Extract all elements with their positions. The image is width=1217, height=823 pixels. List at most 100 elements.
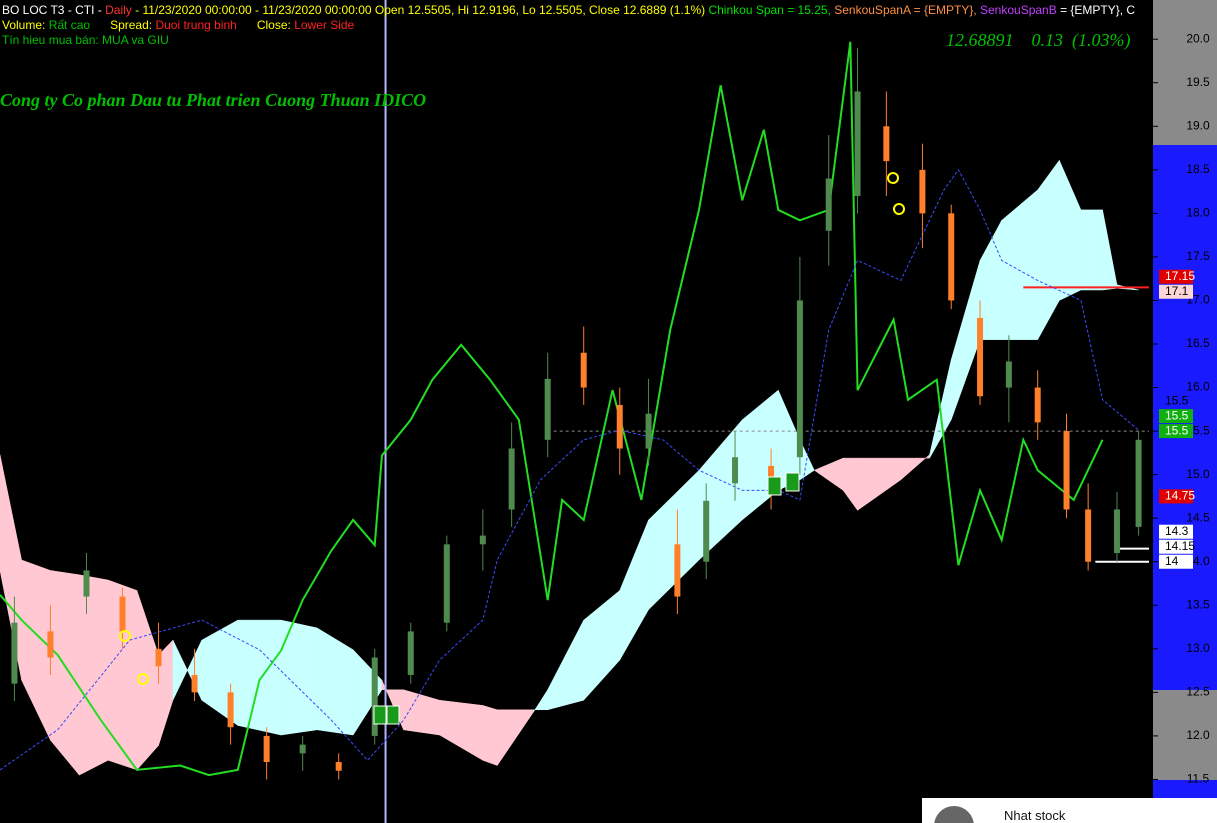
candle-body <box>263 735 270 763</box>
cloud-segment <box>619 519 649 662</box>
cloud-segment <box>900 454 930 481</box>
candle-body <box>299 744 306 754</box>
price-marker <box>1159 409 1193 424</box>
cloud-segment <box>583 589 620 701</box>
y-tick-label: 16.0 <box>1186 380 1210 394</box>
price-marker-label: 15.5 <box>1165 408 1189 422</box>
cloud-segment <box>79 574 109 776</box>
candle-body <box>335 762 342 771</box>
y-tick-label: 19.0 <box>1186 118 1210 132</box>
cloud-segment <box>857 457 902 511</box>
cloud-segment <box>403 689 440 736</box>
candle-body <box>674 544 681 597</box>
candle-body <box>1034 387 1041 423</box>
price-marker <box>1159 269 1193 284</box>
candle-body <box>155 648 162 667</box>
header-text: Tín hieu mua bán: MUA va GIU <box>2 33 169 47</box>
cloud-segment <box>648 469 700 611</box>
cloud-segment <box>21 559 51 741</box>
cloud-segment <box>1059 160 1082 301</box>
last-price: 12.68891 0.13 (1.03%) <box>946 30 1131 50</box>
candle-body <box>883 126 890 162</box>
candle-body <box>703 500 710 562</box>
header-text: Close: <box>236 18 295 32</box>
header: BO LOC T3 - CTI - Daily - 11/23/2020 00:… <box>2 3 1150 48</box>
header-text: Rất cao <box>48 18 91 32</box>
candle-body <box>977 317 984 397</box>
axis-panel-blue <box>1153 780 1217 800</box>
candle-body <box>191 674 198 693</box>
price-marker-label: 15.5 <box>1165 393 1189 407</box>
signal-circle <box>893 203 905 215</box>
cloud-segment <box>741 389 779 521</box>
y-tick-label: 17.5 <box>1186 249 1210 263</box>
buy-signal <box>767 476 782 496</box>
y-tick-label: 13.5 <box>1186 597 1210 611</box>
header-text: = {EMPTY}, C <box>1056 3 1136 17</box>
buy-signal <box>785 472 800 492</box>
buy-signal <box>386 705 400 725</box>
candle-body <box>732 457 739 484</box>
signals <box>119 172 905 725</box>
avatar <box>934 806 974 823</box>
candle-body <box>825 178 832 231</box>
cloud-segment <box>533 688 548 714</box>
header-line: Volume: Rất cao Spread: Duoi trung binh … <box>2 18 1150 33</box>
header-line: Tín hieu mua bán: MUA va GIU <box>2 33 1150 48</box>
cloud-segment <box>950 260 981 420</box>
candle-body <box>796 300 803 458</box>
y-tick-label: 12.0 <box>1186 728 1210 742</box>
candle-body <box>119 596 126 632</box>
candle-body <box>544 378 551 440</box>
header-text: Volume: <box>2 18 49 32</box>
cloud-segment <box>979 220 1002 340</box>
cloud-segment <box>813 457 844 491</box>
user-name: Nhat stock <box>1004 808 1066 823</box>
price-marker-label: 15.5 <box>1165 423 1189 437</box>
candle-body <box>616 404 623 449</box>
price-marker <box>1159 489 1193 504</box>
candle-body <box>580 352 587 388</box>
signal-circle <box>137 673 149 685</box>
cloud-segment <box>50 570 80 776</box>
candle-body <box>508 448 515 510</box>
header-text: Duoi trung binh <box>155 18 237 32</box>
candle-body <box>371 657 378 736</box>
candle-body <box>443 544 450 623</box>
y-tick-label: 18.0 <box>1186 206 1210 220</box>
candle-body <box>407 631 414 675</box>
y-tick-label: 20.0 <box>1186 31 1210 45</box>
cloud-segment <box>1080 209 1103 291</box>
header-text: Daily <box>105 3 132 17</box>
header-line: BO LOC T3 - CTI - Daily - 11/23/2020 00:… <box>2 3 1150 18</box>
candle-body <box>1005 361 1012 388</box>
cloud-segment <box>482 705 498 766</box>
price-marker <box>1159 284 1193 299</box>
price-marker-label: 14.15 <box>1165 539 1195 553</box>
header-text: - 11/23/2020 00:00:00 - 11/23/2020 00:00… <box>131 3 709 17</box>
cloud-segment <box>496 709 534 767</box>
candle-body <box>479 535 486 545</box>
signal-circle <box>119 630 131 642</box>
candle-body <box>1135 439 1142 527</box>
price-marker <box>1159 524 1193 539</box>
header-text: Chinkou Span = 15.25, <box>708 3 835 17</box>
cloud-segment <box>237 619 282 736</box>
candle-body <box>47 631 54 658</box>
series-line <box>0 168 1139 771</box>
y-tick-label: 11.5 <box>1187 772 1210 786</box>
y-tick-label: 16.5 <box>1186 336 1210 350</box>
candle-body <box>83 570 90 597</box>
price-marker <box>1159 539 1193 554</box>
header-text: SenkouSpanB <box>980 3 1057 17</box>
signal-circle <box>887 172 899 184</box>
y-tick-label: 15.0 <box>1186 467 1210 481</box>
cloud-segment <box>1037 159 1060 340</box>
buy-signal <box>373 705 387 725</box>
cloud-segment <box>0 454 22 681</box>
y-tick-label: 18.5 <box>1186 162 1210 176</box>
cloud-segment <box>842 457 858 512</box>
price-marker-label: 17.1 <box>1165 284 1189 298</box>
header-text: Spread: <box>90 18 156 32</box>
